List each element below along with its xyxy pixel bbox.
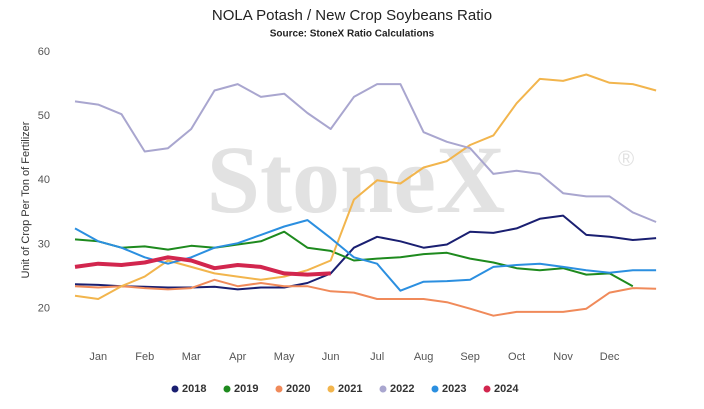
y-tick-label: 60 [38,46,50,58]
legend-label: 2018 [182,383,206,395]
watermark: StoneX [207,126,506,233]
legend-label: 2022 [390,383,414,395]
y-tick-label: 40 [38,174,50,186]
chart-subtitle: Source: StoneX Ratio Calculations [270,29,435,40]
x-tick-label: Aug [414,351,434,363]
legend-label: 2021 [338,383,362,395]
y-axis-label: Unit of Crop Per Ton of Fertilizer [20,121,32,278]
x-tick-label: Jan [89,351,107,363]
series-line [74,230,634,288]
x-tick-label: Feb [135,351,154,363]
y-tick-label: 30 [38,238,50,250]
legend-marker [327,385,335,393]
legend-label: 2020 [286,383,310,395]
series-line [74,278,657,317]
series-line [74,214,657,291]
x-tick-label: May [274,351,295,363]
x-tick-label: Jun [322,351,340,363]
chart-title: NOLA Potash / New Crop Soybeans Ratio [212,7,492,24]
legend-marker [275,385,283,393]
watermark-mark: ® [618,146,634,171]
x-tick-label: Sep [460,351,480,363]
x-tick-label: Dec [600,351,620,363]
x-tick-label: Mar [182,351,201,363]
series-line [74,73,657,300]
legend-marker [223,385,231,393]
legend-label: 2024 [494,383,519,395]
series-line [74,83,657,223]
series-line [74,219,657,292]
legend-marker [431,385,439,393]
x-tick-label: Oct [508,351,525,363]
legend-marker [379,385,387,393]
legend-label: 2023 [442,383,466,395]
legend-label: 2019 [234,383,258,395]
x-tick-label: Jul [370,351,384,363]
y-tick-label: 50 [38,110,50,122]
series-line [74,255,331,277]
legend-marker [171,385,179,393]
x-tick-label: Nov [553,351,573,363]
y-tick-label: 20 [38,303,50,315]
legend-marker [483,385,491,393]
x-tick-label: Apr [229,351,246,363]
